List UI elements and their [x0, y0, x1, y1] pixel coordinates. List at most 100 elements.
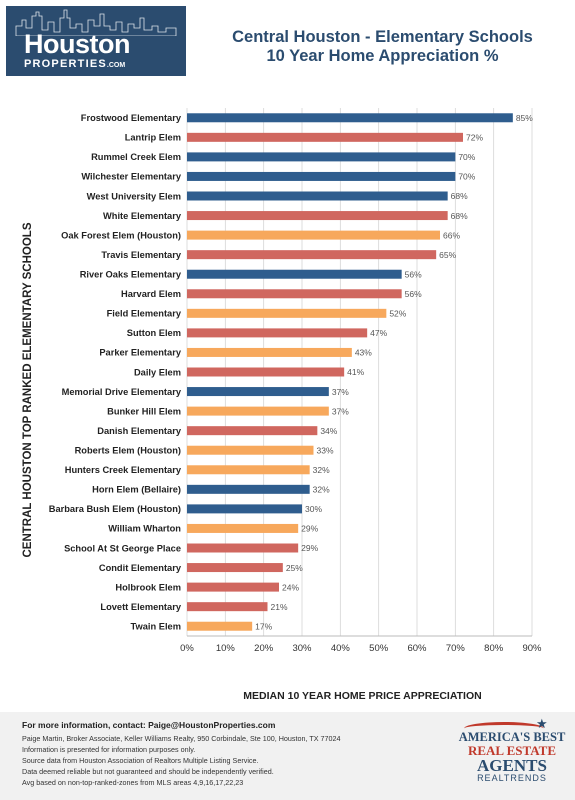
category-label: Danish Elementary	[97, 426, 182, 436]
star-icon: ★	[536, 716, 548, 731]
category-label: Hunters Creek Elementary	[65, 465, 182, 475]
data-label: 29%	[301, 543, 318, 553]
x-tick-label: 50%	[369, 643, 389, 654]
category-label: Harvard Elem	[121, 289, 181, 299]
category-label: Travis Elementary	[101, 250, 181, 260]
bar	[187, 132, 463, 142]
data-label: 21%	[271, 602, 288, 612]
data-label: 68%	[451, 211, 468, 221]
category-label: Field Elementary	[107, 309, 182, 319]
category-label: West University Elem	[87, 191, 181, 201]
data-label: 52%	[389, 309, 406, 319]
bar	[187, 152, 456, 162]
x-tick-label: 30%	[292, 643, 312, 654]
skyline-icon	[15, 9, 177, 36]
data-label: 32%	[313, 465, 330, 475]
data-label: 25%	[286, 563, 303, 573]
data-label: 65%	[439, 250, 456, 260]
badge-line-2: REAL ESTATE	[467, 743, 557, 758]
category-label: Condit Elementary	[99, 563, 182, 573]
category-label: Sutton Elem	[127, 328, 181, 338]
data-label: 85%	[516, 113, 533, 123]
data-label: 30%	[305, 504, 322, 514]
x-axis-label: MEDIAN 10 YEAR HOME PRICE APPRECIATION	[243, 690, 482, 702]
bar	[187, 406, 329, 416]
bar	[187, 289, 402, 299]
bar	[187, 211, 448, 221]
category-label: Rummel Creek Elem	[91, 152, 181, 162]
data-label: 17%	[255, 621, 272, 631]
footer-line: Avg based on non-top-ranked-zones from M…	[22, 778, 244, 787]
data-label: 33%	[317, 445, 334, 455]
category-label: School At St George Place	[64, 543, 181, 553]
header: Houston PROPERTIES.COM Central Houston -…	[0, 0, 575, 82]
category-label: River Oaks Elementary	[80, 270, 182, 280]
category-label: Frostwood Elementary	[81, 113, 182, 123]
data-label: 29%	[301, 524, 318, 534]
bar	[187, 250, 437, 260]
bar	[187, 269, 402, 279]
footer-line: Paige Martin, Broker Associate, Keller W…	[22, 734, 341, 743]
x-tick-label: 80%	[484, 643, 504, 654]
americas-best-agents-badge: ★ AMERICA'S BEST REAL ESTATE AGENTS REAL…	[458, 716, 566, 784]
footer-line: Source data from Houston Association of …	[22, 756, 259, 765]
logo-subtitle: PROPERTIES.COM	[24, 58, 125, 70]
data-label: 24%	[282, 582, 299, 592]
category-label: Horn Elem (Bellaire)	[92, 485, 181, 495]
chart-title-line-2: 10 Year Home Appreciation %	[266, 47, 499, 65]
data-label: 37%	[332, 406, 349, 416]
bar	[187, 308, 387, 318]
x-tick-label: 20%	[254, 643, 274, 654]
data-label: 56%	[405, 269, 422, 279]
data-label: 68%	[451, 191, 468, 201]
bar	[187, 543, 299, 553]
data-label: 43%	[355, 348, 372, 358]
category-label: Lovett Elementary	[100, 602, 181, 612]
bar	[187, 484, 310, 494]
bar	[187, 387, 329, 397]
x-tick-label: 90%	[522, 643, 542, 654]
footer-contact: For more information, contact: Paige@Hou…	[22, 720, 276, 730]
data-label: 37%	[332, 387, 349, 397]
x-tick-label: 60%	[407, 643, 427, 654]
category-label: William Wharton	[108, 524, 181, 534]
category-label: Wilchester Elementary	[81, 172, 181, 182]
category-label: Bunker Hill Elem	[107, 406, 181, 416]
category-label: Holbrook Elem	[115, 582, 181, 592]
bar	[187, 328, 368, 338]
x-tick-label: 10%	[216, 643, 236, 654]
data-label: 34%	[320, 426, 337, 436]
bar	[187, 367, 345, 377]
category-label: Roberts Elem (Houston)	[75, 446, 181, 456]
logo-com: .COM	[106, 62, 126, 69]
bar	[187, 171, 456, 181]
bar	[187, 523, 299, 533]
x-tick-label: 70%	[446, 643, 466, 654]
logo-properties: PROPERTIES	[24, 58, 107, 70]
category-label: Oak Forest Elem (Houston)	[61, 230, 181, 240]
data-label: 56%	[405, 289, 422, 299]
badge-line-4: REALTRENDS	[477, 773, 547, 783]
badge-line-3: AGENTS	[477, 756, 547, 775]
data-label: 70%	[458, 172, 475, 182]
bar	[187, 602, 268, 612]
category-label: Barbara Bush Elem (Houston)	[49, 504, 181, 514]
bar	[187, 347, 352, 357]
footer-line: Information is presented for information…	[22, 745, 196, 754]
houston-properties-logo[interactable]: Houston PROPERTIES.COM	[6, 6, 186, 76]
bar	[187, 465, 310, 475]
data-label: 72%	[466, 133, 483, 143]
badge-arc	[464, 722, 544, 735]
category-label: Memorial Drive Elementary	[62, 387, 182, 397]
data-label: 41%	[347, 367, 364, 377]
data-label: 70%	[458, 152, 475, 162]
category-label: Parker Elementary	[99, 348, 181, 358]
bar	[187, 582, 279, 592]
category-label: Daily Elem	[134, 367, 181, 377]
data-label: 47%	[370, 328, 387, 338]
bar	[187, 230, 440, 240]
bar	[187, 113, 513, 123]
bar	[187, 191, 448, 201]
badge-line-1: AMERICA'S BEST	[458, 730, 566, 744]
chart-title-line-1: Central Houston - Elementary Schools	[232, 28, 533, 46]
